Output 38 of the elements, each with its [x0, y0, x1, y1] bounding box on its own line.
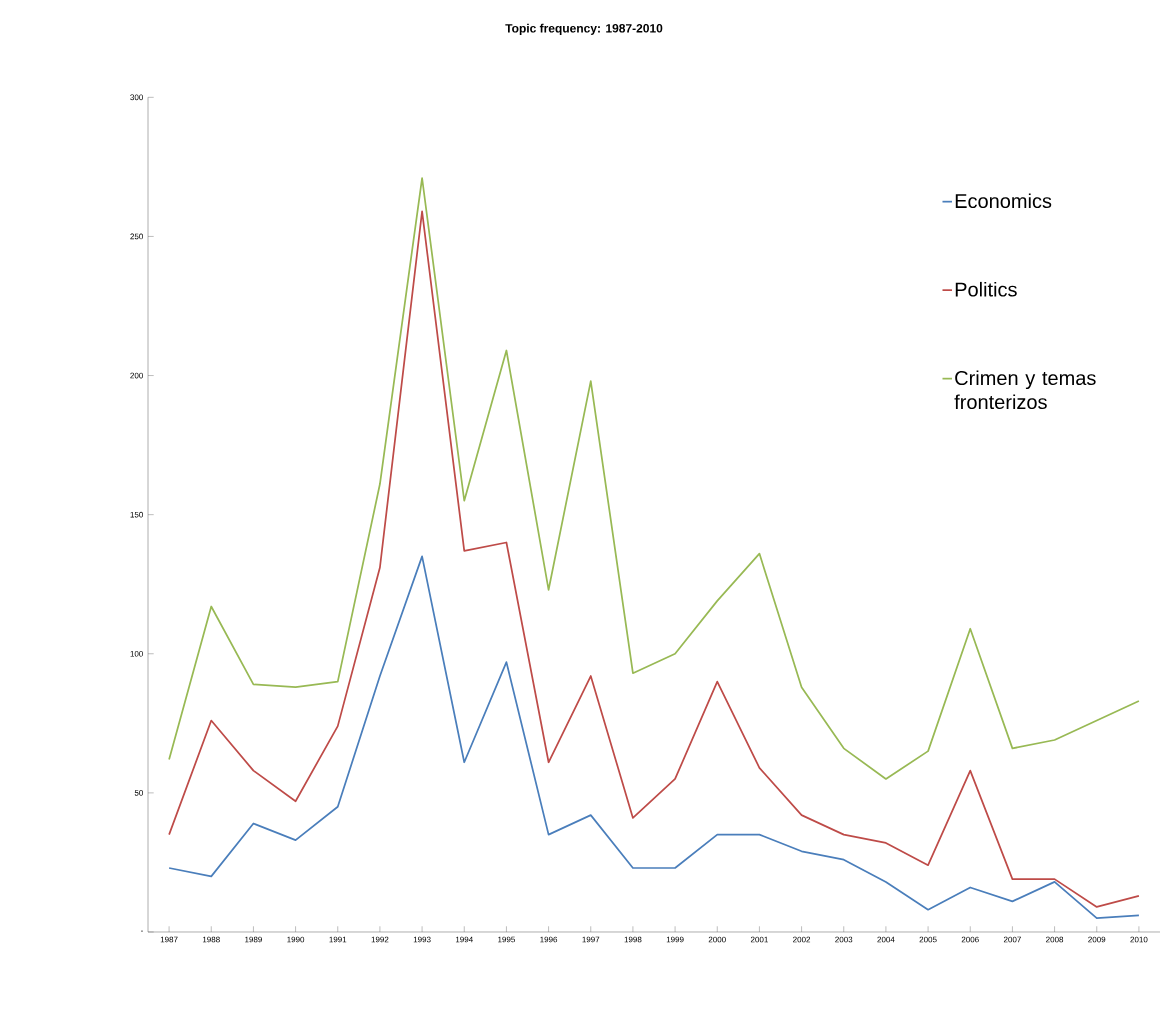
y-tick-label: 50: [134, 790, 143, 796]
x-tick-label: 2008: [1046, 936, 1064, 943]
x-tick-label: 1988: [202, 936, 220, 943]
y-tick-label: 250: [130, 233, 143, 240]
y-tick-label: 100: [130, 650, 143, 657]
x-tick-label: 2004: [877, 936, 895, 943]
x-tick-label: 2003: [835, 936, 853, 943]
y-tick-label: -: [140, 930, 143, 932]
x-tick-label: 1996: [540, 936, 558, 943]
line-series: [168, 555, 1140, 919]
x-tick-label: 1992: [371, 936, 389, 943]
line-series: [168, 177, 1140, 780]
x-tick-label: 1989: [245, 936, 262, 943]
x-tick-label: 1999: [666, 936, 684, 943]
x-tick-label: 1991: [329, 936, 347, 943]
legend-label: Crimen y temas fronterizos: [954, 370, 1096, 410]
x-tick-label: 2007: [1003, 936, 1021, 943]
x-tick-label: 1990: [287, 936, 305, 943]
chart-title: Topic frequency: 1987-2010: [505, 23, 663, 35]
x-tick-label: 2001: [750, 936, 768, 943]
x-tick-label: 1998: [624, 936, 642, 943]
legend-label: Politics: [955, 281, 1017, 297]
x-tick-label: 1987: [160, 936, 178, 943]
x-tick-label: 1995: [498, 936, 515, 943]
line-series: [168, 210, 1140, 908]
y-tick-label: 300: [130, 94, 143, 101]
x-tick-label: 2002: [793, 936, 811, 943]
x-tick-label: 2010: [1130, 936, 1148, 943]
x-tick-label: 1993: [413, 936, 431, 943]
x-tick-label: 1994: [455, 936, 473, 943]
x-tick-label: 2000: [708, 936, 726, 943]
legend-label: Economics: [955, 193, 1052, 209]
x-tick-label: 2009: [1088, 936, 1106, 943]
y-tick-label: 150: [130, 511, 143, 518]
x-tick-label: 2006: [961, 936, 979, 943]
y-tick-label: 200: [130, 372, 143, 379]
x-tick-label: 2005: [919, 936, 937, 943]
x-tick-label: 1997: [582, 936, 600, 943]
